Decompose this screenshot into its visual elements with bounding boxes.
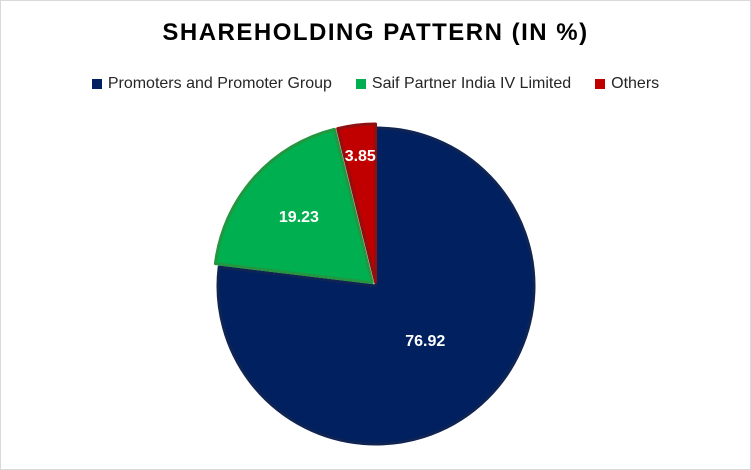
legend-label-saif: Saif Partner India IV Limited — [371, 75, 572, 92]
legend-label-promoters: Promoters and Promoter Group — [107, 75, 332, 92]
pie-slices — [213, 122, 536, 446]
legend-item-others: Others — [595, 75, 659, 93]
legend-swatch-promoters — [91, 79, 102, 89]
pie-slice-others — [336, 122, 378, 284]
pie-labels: 76.92 19.23 3.85 — [279, 148, 445, 350]
chart-legend: Promoters and Promoter Group Saif Partne… — [1, 75, 750, 93]
data-label-saif: 19.23 — [279, 209, 319, 226]
data-label-promoters: 76.92 — [405, 333, 445, 350]
chart-title: SHAREHOLDING PATTERN (IN %) — [162, 19, 589, 46]
data-label-others: 3.85 — [345, 148, 376, 165]
legend-swatch-others — [595, 79, 606, 89]
pie-slice-saif — [213, 127, 374, 285]
legend-swatch-saif — [355, 79, 366, 89]
pie-slice-promoters — [216, 126, 536, 446]
legend-label-others: Others — [611, 75, 660, 92]
legend-item-saif: Saif Partner India IV Limited — [355, 75, 572, 93]
legend-item-promoters: Promoters and Promoter Group — [91, 75, 332, 93]
